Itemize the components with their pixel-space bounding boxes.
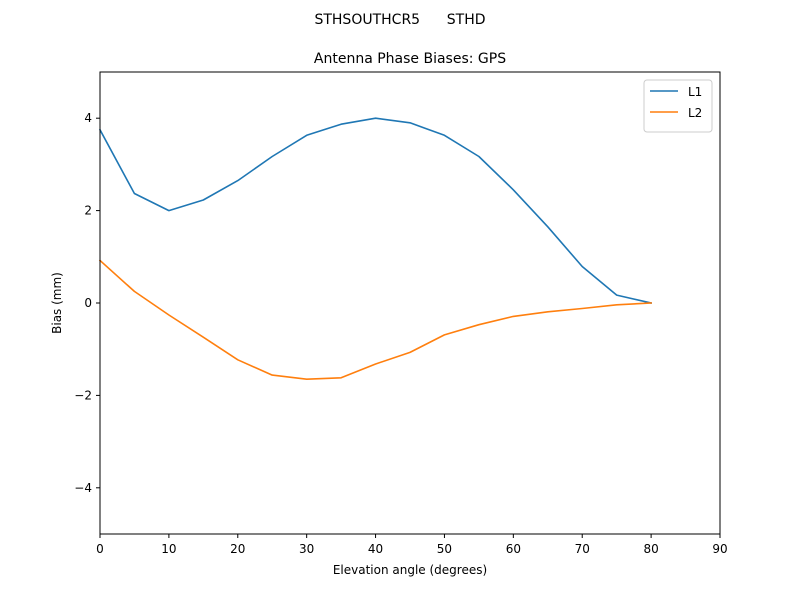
plot-frame <box>99 71 721 535</box>
chart-suptitle: STHSOUTHCR5 STHD <box>314 12 485 28</box>
x-tick-label: 30 <box>299 542 314 556</box>
y-tick-label: 2 <box>84 204 92 218</box>
x-tick-label: 10 <box>161 542 176 556</box>
x-tick-label: 40 <box>368 542 383 556</box>
x-tick-label: 0 <box>96 542 104 556</box>
legend-label: L2 <box>688 106 702 120</box>
series-line-l1 <box>98 117 653 304</box>
x-tick-label: 50 <box>437 542 452 556</box>
x-tick-label: 90 <box>712 542 727 556</box>
series-line-l2 <box>98 259 652 381</box>
x-axis-ticks: 0 10 20 30 40 50 60 70 80 90 <box>96 534 728 556</box>
y-axis-ticks: −4 −2 0 2 4 <box>74 111 100 495</box>
x-tick-label: 80 <box>643 542 658 556</box>
legend-label: L1 <box>688 85 702 99</box>
chart-title: Antenna Phase Biases: GPS <box>314 51 506 67</box>
y-tick-label: 0 <box>84 296 92 310</box>
legend-box <box>643 79 713 133</box>
plot-area: 0 10 20 30 40 50 60 70 80 90 −4 −2 0 2 4 <box>74 71 728 556</box>
x-tick-label: 60 <box>506 542 521 556</box>
x-tick-label: 20 <box>230 542 245 556</box>
x-axis-label: Elevation angle (degrees) <box>333 563 487 577</box>
y-tick-label: −4 <box>74 481 92 495</box>
y-axis-label: Bias (mm) <box>50 272 64 334</box>
series-lines <box>98 117 653 381</box>
y-tick-label: 4 <box>84 111 92 125</box>
x-tick-label: 70 <box>575 542 590 556</box>
legend: L1 L2 <box>643 79 713 133</box>
y-tick-label: −2 <box>74 388 92 402</box>
